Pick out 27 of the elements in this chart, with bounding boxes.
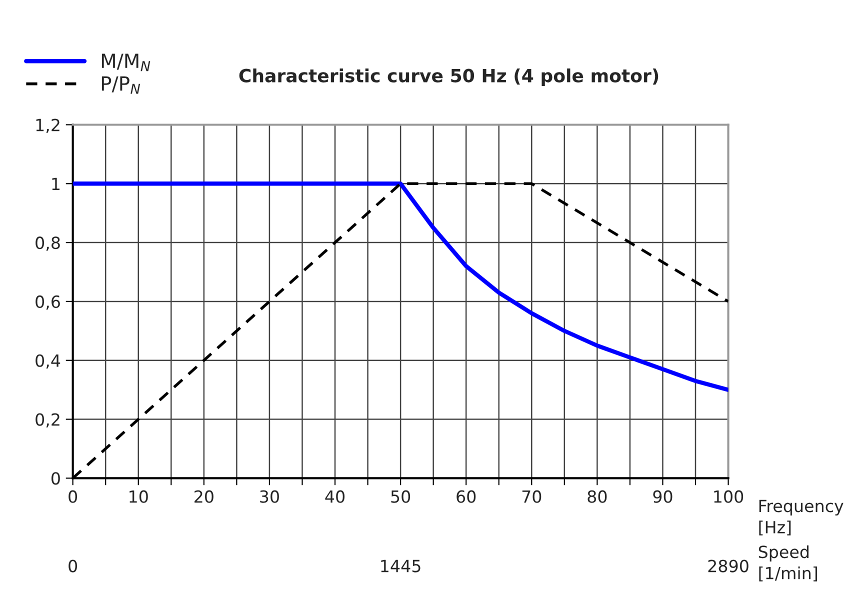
line-series bbox=[72, 182, 728, 392]
x-tick-label: 50 bbox=[391, 490, 410, 503]
x-tick-label: 30 bbox=[260, 490, 279, 503]
y-tick-label: 0,8 bbox=[36, 236, 60, 251]
x-tick-label: 40 bbox=[325, 490, 345, 503]
y-tick-label: 0,4 bbox=[36, 354, 60, 369]
x2-tick-label: 1445 bbox=[381, 560, 420, 572]
y-tick-label: 1 bbox=[52, 178, 60, 190]
x-tick-label: 80 bbox=[588, 490, 607, 503]
x-tick-label: 0 bbox=[68, 490, 78, 503]
y-tick-label: 1,2 bbox=[36, 118, 60, 134]
x-tick-label: 70 bbox=[522, 490, 542, 503]
x-tick-label: 60 bbox=[456, 490, 476, 503]
legend-label: P/P$_{N}$ bbox=[102, 76, 140, 94]
y-tick-label: 0,2 bbox=[36, 413, 60, 428]
x2-tick-label: 2890 bbox=[708, 560, 748, 572]
y-tick-label: 0 bbox=[52, 472, 60, 485]
x-axis-title: Frequency [Hz] bbox=[759, 500, 844, 536]
chart-title: Characteristic curve 50 Hz (4 pole motor) bbox=[239, 68, 658, 86]
x-tick-label: 100 bbox=[714, 490, 744, 503]
x2-tick-label: 0 bbox=[68, 560, 78, 572]
x-tick-label: 20 bbox=[194, 490, 214, 503]
y-tick-label: 0,6 bbox=[36, 295, 60, 310]
x-tick-label: 90 bbox=[653, 490, 672, 503]
x2-axis-title: Speed [1/min] bbox=[758, 545, 817, 582]
x-tick-label: 10 bbox=[130, 490, 148, 503]
legend-label: M/M$_{N}$ bbox=[102, 54, 150, 72]
